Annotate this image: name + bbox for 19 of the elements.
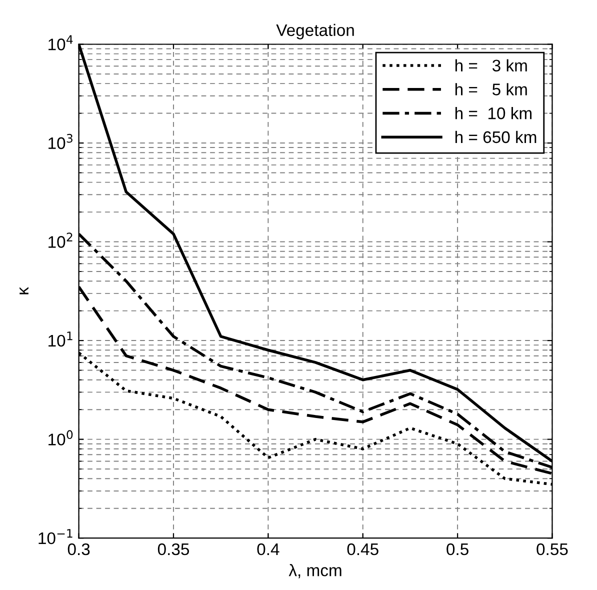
chart-title: Vegetation — [276, 24, 354, 40]
x-tick-label: 0.45 — [347, 543, 378, 556]
y-tick-label: 10$^{0}$ — [48, 430, 73, 446]
y-tick-label: 10$^{4}$ — [48, 35, 73, 50]
x-tick-label: 0.3 — [68, 543, 90, 556]
y-tick-label: 10$^{2}$ — [48, 232, 72, 248]
x-tick-label: 0.5 — [446, 543, 468, 556]
legend-label: h = 650 km — [455, 130, 536, 144]
y-tick-label: 10$^{−1}$ — [38, 529, 72, 544]
y-axis-title: κ — [20, 286, 28, 294]
y-tick-label: 10$^{3}$ — [48, 134, 72, 150]
legend-label: h = 3 km — [455, 59, 527, 72]
legend-label: h = 5 km — [455, 83, 527, 96]
x-tick-label: 0.55 — [536, 543, 568, 556]
x-tick-label: 0.4 — [257, 543, 280, 556]
legend-label: h = 10 km — [455, 106, 532, 120]
y-tick-label: 10$^{1}$ — [48, 332, 72, 347]
x-axis-title: λ, mcm — [288, 564, 342, 578]
x-tick-label: 0.35 — [158, 543, 190, 556]
